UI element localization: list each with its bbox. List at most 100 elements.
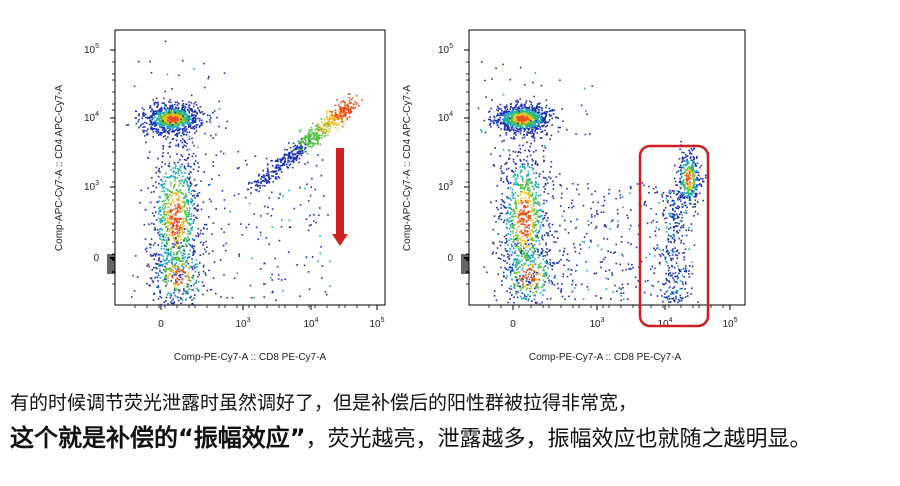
double-negative-dot (175, 283, 177, 286)
cd4-positive-dot (531, 129, 534, 132)
cd8-diagonal-dot (334, 116, 337, 119)
double-negative-dot (527, 239, 530, 241)
double-negative-dot (163, 234, 165, 236)
cd4-positive-dot (512, 116, 514, 118)
double-negative-dot (517, 239, 519, 242)
cd4-positive-dot (521, 110, 523, 112)
double-negative-dot (167, 303, 169, 305)
double-negative-dot (541, 286, 543, 289)
double-negative-dot (514, 276, 517, 278)
double-negative-dot (164, 207, 166, 209)
cd4-positive-dot (172, 120, 174, 123)
cd4-positive-dot (537, 112, 540, 114)
double-negative-dot (527, 233, 529, 235)
double-negative-dot (547, 263, 549, 265)
cd4-positive-dot (188, 106, 191, 109)
double-negative-dot (535, 229, 538, 231)
sparse-event-dot (248, 223, 250, 226)
double-negative-dot (157, 232, 159, 234)
double-negative-dot (178, 268, 180, 270)
double-negative-dot (195, 266, 197, 269)
cd8-diagonal-dot (281, 164, 284, 166)
cd8-diagonal-dot (299, 131, 301, 133)
double-negative-dot (512, 176, 515, 178)
cd4-positive-dot (517, 107, 519, 110)
cd8-diagonal-dot (275, 176, 277, 178)
cd4-positive-dot (144, 113, 147, 116)
double-negative-dot (191, 261, 193, 264)
double-negative-dot (534, 221, 536, 223)
cd8-diagonal-dot (281, 158, 283, 161)
double-negative-dot (162, 279, 164, 282)
double-negative-dot (531, 279, 533, 281)
double-negative-dot (509, 247, 511, 250)
double-negative-dot (170, 195, 173, 198)
double-negative-dot (523, 293, 526, 295)
cd4-positive-dot (193, 111, 196, 113)
double-negative-dot (512, 247, 515, 250)
double-negative-dot (528, 189, 531, 192)
double-negative-dot (524, 263, 527, 266)
double-negative-dot (167, 206, 169, 209)
double-negative-dot (182, 185, 185, 187)
double-negative-dot (179, 159, 181, 161)
cd8-diagonal-dot (329, 130, 331, 132)
double-negative-dot (513, 227, 515, 230)
cd4-positive-dot (226, 120, 229, 123)
double-negative-dot (192, 189, 195, 192)
double-negative-dot (507, 210, 509, 212)
double-negative-dot (162, 204, 164, 207)
double-negative-dot (551, 223, 554, 226)
cd4-positive-dot (504, 124, 507, 127)
double-negative-dot (525, 258, 527, 261)
double-negative-dot (502, 271, 505, 274)
double-negative-dot (188, 287, 191, 289)
cd8-diagonal-dot (266, 170, 269, 173)
double-negative-dot (516, 278, 519, 281)
cd4-positive-dot (184, 112, 186, 114)
double-negative-dot (507, 221, 510, 223)
double-negative-dot (557, 237, 559, 239)
double-negative-dot (532, 231, 534, 233)
cd4-positive-dot (157, 103, 159, 106)
cd4-positive-dot (508, 119, 510, 122)
double-negative-dot (524, 262, 527, 265)
cd4-positive-dot (174, 125, 176, 127)
cd8-diagonal-dot (332, 116, 335, 118)
sparse-event-dot (168, 142, 171, 145)
cd4-positive-dot (500, 123, 502, 125)
double-negative-dot (525, 180, 528, 182)
double-negative-dot (548, 282, 551, 284)
double-negative-dot (521, 223, 524, 225)
cd8-diagonal-dot (278, 177, 281, 179)
double-negative-dot (511, 270, 513, 272)
cd8-diagonal-dot (317, 131, 320, 133)
cd4-positive-dot (172, 127, 175, 129)
double-negative-dot (197, 275, 199, 278)
cd4-positive-dot (514, 111, 517, 113)
cd4-positive-dot (515, 111, 518, 114)
cd8-diagonal-dot (350, 102, 352, 104)
double-negative-dot (505, 177, 508, 180)
cd4-positive-dot (512, 121, 515, 124)
double-negative-dot (542, 150, 545, 152)
cd4-positive-dot (520, 110, 522, 113)
cd8-diagonal-dot (274, 177, 277, 180)
sparse-event-dot (231, 296, 234, 299)
cd4-positive-dot (518, 114, 520, 117)
double-negative-dot (532, 246, 535, 248)
cd8-diagonal-dot (316, 124, 318, 127)
sparse-event-dot (313, 214, 315, 216)
double-negative-dot (523, 239, 526, 242)
double-negative-dot (539, 209, 542, 211)
double-negative-dot (505, 277, 508, 279)
cd4-positive-dot (536, 105, 538, 108)
cd4-positive-dot (165, 138, 167, 140)
double-negative-dot (518, 248, 520, 250)
double-negative-dot (184, 196, 186, 198)
cd4-positive-dot (519, 109, 522, 111)
double-negative-dot (517, 216, 520, 219)
cd8-diagonal-dot (307, 135, 310, 138)
double-negative-dot (145, 141, 147, 144)
double-negative-dot (518, 276, 521, 279)
